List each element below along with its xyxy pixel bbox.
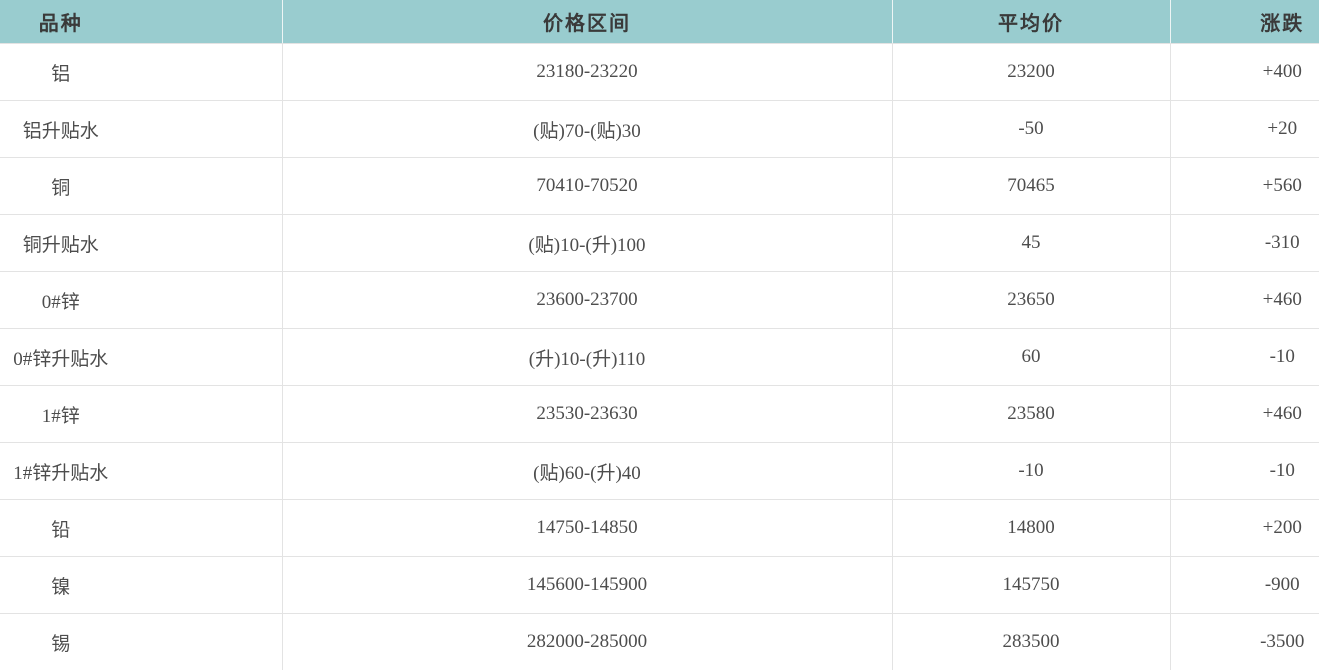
table-row: 铝 23180-23220 23200 +400 (0, 44, 1319, 101)
cell-change: +20 (1170, 101, 1319, 158)
cell-average-price: -50 (892, 101, 1170, 158)
cell-average-price: 23580 (892, 386, 1170, 443)
cell-change: -10 (1170, 329, 1319, 386)
cell-price-range: (升)10-(升)110 (282, 329, 892, 386)
cell-variety: 0#锌升贴水 (0, 329, 282, 386)
column-header-price-range: 价格区间 (282, 0, 892, 44)
cell-change: -900 (1170, 557, 1319, 614)
cell-change: +560 (1170, 158, 1319, 215)
cell-average-price: 60 (892, 329, 1170, 386)
table-row: 铅 14750-14850 14800 +200 (0, 500, 1319, 557)
cell-change: +460 (1170, 272, 1319, 329)
cell-price-range: (贴)60-(升)40 (282, 443, 892, 500)
cell-price-range: 23180-23220 (282, 44, 892, 101)
cell-change: +460 (1170, 386, 1319, 443)
cell-variety: 0#锌 (0, 272, 282, 329)
cell-change: -3500 (1170, 614, 1319, 670)
cell-variety: 铝升贴水 (0, 101, 282, 158)
cell-change: +200 (1170, 500, 1319, 557)
cell-price-range: 23530-23630 (282, 386, 892, 443)
table-body: 铝 23180-23220 23200 +400 铝升贴水 (贴)70-(贴)3… (0, 44, 1319, 670)
cell-variety: 锡 (0, 614, 282, 670)
table-row: 0#锌 23600-23700 23650 +460 (0, 272, 1319, 329)
column-header-change: 涨跌 (1170, 0, 1319, 44)
table-row: 1#锌 23530-23630 23580 +460 (0, 386, 1319, 443)
cell-average-price: 283500 (892, 614, 1170, 670)
cell-price-range: 23600-23700 (282, 272, 892, 329)
table-row: 1#锌升贴水 (贴)60-(升)40 -10 -10 (0, 443, 1319, 500)
cell-price-range: 14750-14850 (282, 500, 892, 557)
table-row: 铜 70410-70520 70465 +560 (0, 158, 1319, 215)
cell-price-range: 145600-145900 (282, 557, 892, 614)
cell-price-range: (贴)10-(升)100 (282, 215, 892, 272)
cell-change: +400 (1170, 44, 1319, 101)
column-header-average-price: 平均价 (892, 0, 1170, 44)
cell-average-price: 14800 (892, 500, 1170, 557)
cell-variety: 1#锌升贴水 (0, 443, 282, 500)
cell-variety: 铜升贴水 (0, 215, 282, 272)
table-row: 铝升贴水 (贴)70-(贴)30 -50 +20 (0, 101, 1319, 158)
cell-price-range: 70410-70520 (282, 158, 892, 215)
cell-variety: 1#锌 (0, 386, 282, 443)
cell-average-price: 70465 (892, 158, 1170, 215)
cell-price-range: (贴)70-(贴)30 (282, 101, 892, 158)
table-header: 品种 价格区间 平均价 涨跌 (0, 0, 1319, 44)
cell-variety: 铅 (0, 500, 282, 557)
cell-change: -10 (1170, 443, 1319, 500)
cell-variety: 铜 (0, 158, 282, 215)
cell-average-price: 145750 (892, 557, 1170, 614)
cell-price-range: 282000-285000 (282, 614, 892, 670)
cell-change: -310 (1170, 215, 1319, 272)
cell-average-price: -10 (892, 443, 1170, 500)
cell-average-price: 23200 (892, 44, 1170, 101)
table-row: 铜升贴水 (贴)10-(升)100 45 -310 (0, 215, 1319, 272)
table-row: 锡 282000-285000 283500 -3500 (0, 614, 1319, 670)
cell-average-price: 45 (892, 215, 1170, 272)
cell-variety: 镍 (0, 557, 282, 614)
column-header-variety: 品种 (0, 0, 282, 44)
table-row: 镍 145600-145900 145750 -900 (0, 557, 1319, 614)
cell-variety: 铝 (0, 44, 282, 101)
header-row: 品种 价格区间 平均价 涨跌 (0, 0, 1319, 44)
cell-average-price: 23650 (892, 272, 1170, 329)
table-row: 0#锌升贴水 (升)10-(升)110 60 -10 (0, 329, 1319, 386)
